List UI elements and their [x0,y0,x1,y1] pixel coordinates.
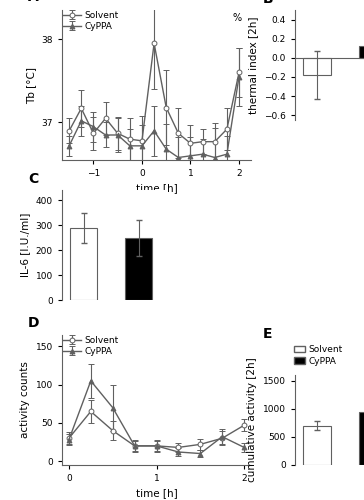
Y-axis label: thermal index [2h]: thermal index [2h] [248,16,258,114]
Bar [125,238,152,300]
Y-axis label: IL-6 [I.U./ml]: IL-6 [I.U./ml] [20,213,30,277]
X-axis label: time [h]: time [h] [136,488,177,498]
Bar [70,228,98,300]
Text: %: % [232,13,241,23]
Bar [359,46,364,58]
Legend: Solvent, CyPPA: Solvent, CyPPA [294,346,343,366]
Legend: Solvent, CyPPA: Solvent, CyPPA [63,336,119,355]
Bar [303,426,331,465]
Bar [359,412,364,465]
Legend: Solvent, CyPPA: Solvent, CyPPA [63,11,119,30]
Text: C: C [28,172,39,185]
X-axis label: time [h]: time [h] [136,184,177,194]
Text: D: D [28,316,39,330]
Text: E: E [263,327,273,341]
Y-axis label: Tb [°C]: Tb [°C] [26,66,36,104]
Y-axis label: cumulative activity [2h]: cumulative activity [2h] [247,358,257,482]
Bar [303,58,331,75]
Text: A: A [28,0,39,4]
Text: B: B [263,0,274,6]
Y-axis label: activity counts: activity counts [20,362,30,438]
